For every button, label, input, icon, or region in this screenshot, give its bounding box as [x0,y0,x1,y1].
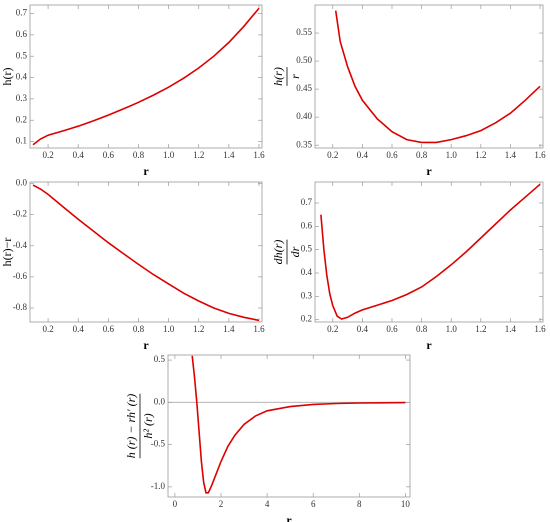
y-label-denominator: r [288,74,302,79]
y-tick-label: 0.7 [301,197,313,207]
x-tick-label: 0.6 [386,324,398,334]
x-tick-label: 1.4 [505,324,517,334]
y-tick-label: 0.3 [301,290,313,300]
x-axis-label: r [426,338,432,352]
y-tick-label: 0.45 [296,83,312,93]
x-tick-label: 0 [173,499,178,509]
x-tick-label: 1.0 [446,324,458,334]
curve [191,355,406,494]
plot-frame [29,181,263,323]
x-tick-label: 0.2 [42,324,53,334]
x-tick-label: 1.2 [475,324,486,334]
x-tick-label: 1.6 [534,150,546,160]
y-axis-label: h(r)−r [0,238,14,267]
y-tick-label: 0.2 [16,114,27,124]
x-tick-label: 0.6 [386,150,398,160]
y-tick-label: 0.4 [16,72,28,82]
x-tick-label: 0.4 [357,150,369,160]
y-tick-label: 0.50 [296,55,312,65]
y-tick-label: 0.4 [301,267,313,277]
x-axis-label: r [143,338,149,352]
x-tick-label: 1.2 [475,150,486,160]
y-tick-label: -0.4 [13,240,28,250]
y-tick-label: 0.6 [301,220,313,230]
x-tick-label: 1.0 [446,150,458,160]
curve [334,10,541,144]
x-tick-label: 0.8 [133,150,145,160]
curve [32,7,260,146]
x-tick-label: 0.4 [73,150,85,160]
y-tick-label: 0.2 [301,314,312,324]
y-tick-label: 0.0 [154,396,166,406]
x-axis-label: r [426,164,432,178]
x-tick-label: 0.8 [416,324,428,334]
y-label-denominator: h² (r) [141,413,155,438]
y-tick-label: 0.0 [16,178,28,188]
x-tick-label: 0.4 [73,324,85,334]
x-tick-label: 0.6 [103,324,115,334]
x-tick-label: 1.6 [253,150,265,160]
x-tick-label: 1.6 [534,324,546,334]
y-tick-label: -0.8 [13,302,28,312]
y-tick-label: 0.7 [16,8,28,18]
y-tick-label: 0.55 [296,27,312,37]
x-tick-label: 10 [401,499,411,509]
plot-frame [29,4,263,149]
y-tick-label: -0.5 [151,439,166,449]
plot-frame [167,354,411,498]
y-tick-label: 0.35 [296,139,312,149]
x-tick-label: 0.2 [327,150,338,160]
x-tick-label: 0.8 [133,324,145,334]
y-tick-label: -1.0 [151,481,166,491]
y-tick-label: 0.40 [296,111,312,121]
x-tick-label: 1.2 [193,150,204,160]
x-tick-label: 1.2 [193,324,204,334]
y-label-numerator: h (r) − rh′ (r) [124,394,138,459]
x-tick-label: 1.4 [505,150,517,160]
plot-frame [314,181,544,323]
y-tick-label: 0.1 [16,136,27,146]
x-axis-label: r [143,164,149,178]
y-label-numerator: dh(r) [271,240,285,265]
x-tick-label: 2 [219,499,224,509]
x-tick-label: 1.0 [163,324,175,334]
x-tick-label: 1.4 [223,150,235,160]
x-tick-label: 4 [265,499,270,509]
y-label-numerator: h(r) [271,67,285,86]
y-tick-label: 0.5 [16,50,28,60]
x-tick-label: 0.8 [416,150,428,160]
x-tick-label: 1.4 [223,324,235,334]
x-tick-label: 0.4 [357,324,369,334]
y-tick-label: -0.2 [13,209,27,219]
y-tick-label: -0.6 [13,271,28,281]
plot-frame [314,4,544,149]
x-tick-label: 0.6 [103,150,115,160]
x-tick-label: 6 [311,499,316,509]
x-tick-label: 0.2 [327,324,338,334]
y-axis-label: dh(r) dr [271,239,302,265]
y-label-denominator: dr [288,246,302,257]
curve [320,183,541,320]
y-tick-label: 0.5 [301,244,313,254]
x-tick-label: 1.6 [253,324,265,334]
y-axis-label: h (r) − rh′ (r) h² (r) [124,394,155,459]
y-axis-label: h(r) [0,68,14,86]
y-axis-label: h(r) r [271,67,302,86]
y-tick-label: 0.3 [16,93,28,103]
x-tick-label: 0.2 [42,150,53,160]
x-axis-label: r [286,513,292,522]
x-tick-label: 8 [357,499,362,509]
y-tick-label: 0.5 [154,354,166,364]
y-tick-label: 0.6 [16,29,28,39]
x-tick-label: 1.0 [163,150,175,160]
curve [32,184,260,322]
